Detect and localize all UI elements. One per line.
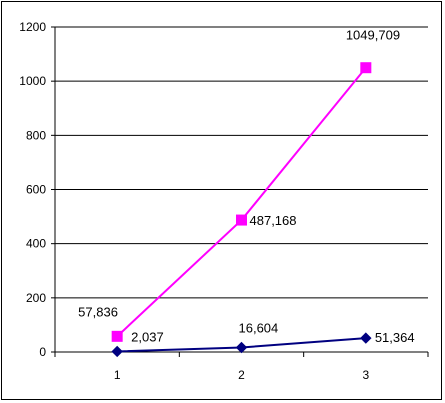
- data-label: 16,604: [239, 321, 279, 336]
- data-label: 51,364: [375, 330, 415, 345]
- data-label: 57,836: [78, 304, 118, 319]
- x-tick-label: 3: [362, 368, 369, 382]
- data-label: 2,037: [131, 329, 164, 344]
- y-tick-label: 600: [26, 183, 46, 197]
- x-tick-label: 2: [238, 368, 245, 382]
- series-1-marker: [111, 330, 123, 342]
- x-tick-label: 1: [114, 368, 121, 382]
- y-tick-label: 0: [39, 345, 46, 359]
- series-2-marker: [235, 341, 248, 354]
- data-label: 487,168: [250, 213, 297, 228]
- y-tick-label: 800: [26, 128, 46, 142]
- y-tick-label: 1200: [19, 20, 46, 34]
- series-2-marker: [360, 332, 372, 344]
- y-tick-label: 200: [26, 291, 46, 305]
- y-tick-label: 1000: [19, 74, 46, 88]
- series-1-marker: [236, 214, 247, 226]
- series-1-marker: [360, 62, 372, 74]
- y-tick-label: 400: [26, 237, 46, 251]
- data-label: 1049,709: [346, 28, 400, 43]
- series-2-marker: [111, 345, 123, 358]
